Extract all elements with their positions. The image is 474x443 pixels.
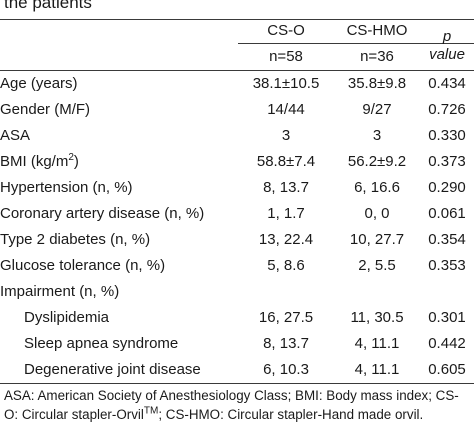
row-label: BMI (kg/m2) <box>0 149 238 175</box>
footnote-text-end: ; CS-HMO: Circular stapler-Hand made orv… <box>158 407 424 422</box>
row-label: Gender (M/F) <box>0 101 91 118</box>
p-value: 0.605 <box>428 361 466 378</box>
trademark-superscript: TM <box>143 405 159 417</box>
cs-hmo-value: 3 <box>372 127 382 144</box>
cs-hmo-value: 0, 0 <box>364 205 390 222</box>
cs-hmo-value: 4, 11.1 <box>354 361 400 378</box>
bmi-label-text: BMI (kg/m <box>0 153 69 170</box>
cs-o-value: 58.8±7.4 <box>256 153 316 170</box>
footnote-text: ASA: American Society of Anesthesiology … <box>4 388 459 422</box>
table-row: BMI (kg/m2) 58.8±7.4 56.2±9.2 0.373 <box>0 149 474 175</box>
table-title: the patients <box>4 0 92 12</box>
p-value: 0.434 <box>428 75 466 92</box>
table-row: Gender (M/F) 14/44 9/27 0.726 <box>0 97 474 123</box>
cs-hmo-value: 56.2±9.2 <box>347 153 407 170</box>
p-value: 0.330 <box>428 127 466 144</box>
table-row: Glucose tolerance (n, %) 5, 8.6 2, 5.5 0… <box>0 253 474 279</box>
table-row: Coronary artery disease (n, %) 1, 1.7 0,… <box>0 201 474 227</box>
cs-hmo-value: 6, 16.6 <box>354 179 400 196</box>
cs-hmo-value <box>334 279 420 305</box>
table-row: Type 2 diabetes (n, %) 13, 22.4 10, 27.7… <box>0 227 474 253</box>
characteristics-table: Age (years) 38.1±10.5 35.8±9.8 0.434 Gen… <box>0 71 474 383</box>
p-value: 0.353 <box>428 257 466 274</box>
table-row: Impairment (n, %) <box>0 279 474 305</box>
cs-hmo-value: 11, 30.5 <box>350 309 404 326</box>
p-value: 0.061 <box>428 205 466 222</box>
row-label: Age (years) <box>0 75 78 92</box>
header-p: p <box>442 28 452 45</box>
cs-o-value: 1, 1.7 <box>267 205 305 222</box>
cs-hmo-value: 10, 27.7 <box>349 231 405 248</box>
cs-hmo-value: 9/27 <box>362 101 392 118</box>
cs-o-value <box>238 279 334 305</box>
cs-o-value: 6, 10.3 <box>263 361 309 378</box>
p-value: 0.354 <box>428 231 466 248</box>
table-row: Age (years) 38.1±10.5 35.8±9.8 0.434 <box>0 71 474 97</box>
cs-o-value: 8, 13.7 <box>263 335 309 352</box>
p-value: 0.301 <box>428 309 466 326</box>
cs-hmo-value: 2, 5.5 <box>358 257 396 274</box>
bmi-superscript: 2 <box>68 152 74 163</box>
cs-o-value: 8, 13.7 <box>263 179 309 196</box>
p-value: 0.726 <box>428 101 466 118</box>
row-label: Hypertension (n, %) <box>0 179 133 196</box>
header-cs-o: CS-O <box>267 22 305 39</box>
p-value: 0.373 <box>428 153 466 170</box>
table-row: Degenerative joint disease 6, 10.3 4, 11… <box>0 357 474 383</box>
row-label: Dyslipidemia <box>24 309 110 326</box>
cs-o-value: 3 <box>281 127 291 144</box>
row-label: ASA <box>0 127 31 144</box>
header-rule <box>0 70 474 71</box>
row-label: Impairment (n, %) <box>0 283 120 300</box>
cs-o-value: 16, 27.5 <box>258 309 314 326</box>
p-value <box>420 279 474 305</box>
table-row: Dyslipidemia 16, 27.5 11, 30.5 0.301 <box>0 305 474 331</box>
group-header-rule <box>238 43 474 44</box>
header-n-cs-o: n=58 <box>269 48 303 65</box>
cs-hmo-value: 4, 11.1 <box>354 335 400 352</box>
p-value: 0.442 <box>428 335 466 352</box>
table-row: Sleep apnea syndrome 8, 13.7 4, 11.1 0.4… <box>0 331 474 357</box>
top-rule <box>0 19 474 20</box>
header-cs-hmo: CS-HMO <box>346 22 408 39</box>
cs-hmo-value: 35.8±9.8 <box>347 75 407 92</box>
table-footnote: ASA: American Society of Anesthesiology … <box>4 386 472 424</box>
header-n-cs-hmo: n=36 <box>360 48 394 65</box>
header-value: value <box>429 46 465 63</box>
p-value: 0.290 <box>428 179 466 196</box>
cs-o-value: 38.1±10.5 <box>252 75 320 92</box>
row-label: Degenerative joint disease <box>24 361 201 378</box>
cs-o-value: 5, 8.6 <box>267 257 305 274</box>
row-label: Coronary artery disease (n, %) <box>0 205 205 222</box>
cs-o-value: 14/44 <box>267 101 305 118</box>
row-label: Type 2 diabetes (n, %) <box>0 231 151 248</box>
row-label: Sleep apnea syndrome <box>24 335 179 352</box>
table-row: Hypertension (n, %) 8, 13.7 6, 16.6 0.29… <box>0 175 474 201</box>
bmi-label-end: ) <box>73 153 79 170</box>
bottom-rule <box>0 383 474 384</box>
table-row: ASA 3 3 0.330 <box>0 123 474 149</box>
cs-o-value: 13, 22.4 <box>258 231 314 248</box>
row-label: Glucose tolerance (n, %) <box>0 257 166 274</box>
